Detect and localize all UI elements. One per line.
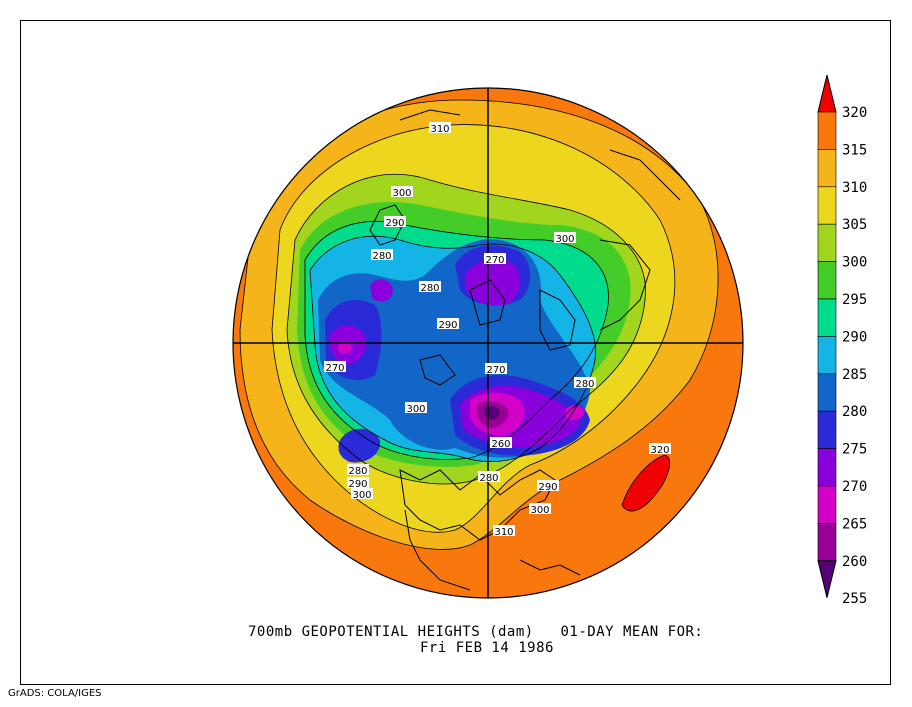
- colorbar-tick-label: 300: [842, 255, 867, 271]
- contour-label-bg: [574, 377, 596, 388]
- colorbar-tick-label: 270: [842, 479, 867, 495]
- colorbar: 320 315 310 305 300 295 290 285 280 275 270 265 260 2…: [817, 74, 867, 607]
- contour-label: 260: [491, 439, 510, 450]
- colorbar-tick-label: 285: [842, 367, 867, 383]
- colorbar-tick-label: 275: [842, 442, 867, 458]
- colorbar-swatch: [817, 298, 837, 337]
- colorbar-swatch: [817, 448, 837, 487]
- contour-label: 310: [494, 527, 513, 538]
- contour-label-bg: [554, 232, 576, 243]
- chart-subtitle: Fri FEB 14 1986: [420, 640, 554, 656]
- contour-label-bg: [371, 249, 393, 260]
- contour-label-bg: [405, 402, 427, 413]
- contour-label: 270: [485, 255, 504, 266]
- colorbar-cap-bottom: [817, 560, 837, 598]
- contour-label: 280: [575, 379, 594, 390]
- contour-label: 300: [555, 234, 574, 245]
- contour-label-bg: [347, 464, 369, 475]
- contour-label-bg: [537, 480, 559, 491]
- colorbar-swatch: [817, 186, 837, 225]
- colorbar-swatch: [817, 410, 837, 449]
- height-field: [233, 88, 743, 598]
- contour-label-bg: [347, 477, 369, 488]
- contour-label: 300: [352, 490, 371, 501]
- colorbar-swatch: [817, 373, 837, 412]
- colorbar-tick-label: 320: [842, 105, 867, 121]
- colorbar-tick-label: 260: [842, 554, 867, 570]
- contour-label: 280: [479, 473, 498, 484]
- colorbar-tick-label: 280: [842, 404, 867, 420]
- contour-label-bg: [391, 186, 413, 197]
- contour-label: 300: [406, 404, 425, 415]
- contour-label-bg: [529, 503, 551, 514]
- contour-label-bg: [429, 122, 451, 133]
- colorbar-swatch: [817, 523, 837, 562]
- contour-label: 300: [392, 188, 411, 199]
- contour-label: 280: [372, 251, 391, 262]
- contour-label-bg: [384, 216, 406, 227]
- contour-label-bg: [493, 525, 515, 536]
- colorbar-swatch: [817, 485, 837, 524]
- contour-label: 270: [325, 363, 344, 374]
- contour-label-bg: [437, 318, 459, 329]
- colorbar-tick-label: 290: [842, 329, 867, 345]
- colorbar-swatch: [817, 149, 837, 188]
- contour-label: 280: [420, 283, 439, 294]
- colorbar-tick-label: 295: [842, 292, 867, 308]
- coastlines: [369, 109, 681, 591]
- contour-label-bg: [478, 471, 500, 482]
- contour-label: 270: [486, 365, 505, 376]
- colorbar-cap-top: [817, 74, 837, 113]
- fill-320: [622, 455, 670, 512]
- colorbar-swatch: [817, 261, 837, 300]
- fill-265: [338, 341, 585, 436]
- contour-label-bg: [419, 281, 441, 292]
- contour-label-bg: [485, 363, 507, 374]
- colorbar-tick-label: 305: [842, 217, 867, 233]
- contour-label-bg: [490, 437, 512, 448]
- contour-label: 290: [438, 320, 457, 331]
- contour-label: 300: [530, 505, 549, 516]
- contour-lines: [239, 99, 719, 550]
- contour-label-bg: [649, 443, 671, 454]
- contour-label: 310: [430, 124, 449, 135]
- contour-label: 320: [650, 445, 669, 456]
- plot-frame: [20, 20, 891, 685]
- colorbar-swatch: [817, 336, 837, 375]
- footer-credit: GrADS: COLA/IGES: [8, 688, 102, 699]
- colorbar-tick-label: 265: [842, 516, 867, 532]
- contour-label-bg: [324, 361, 346, 372]
- colorbar-swatch: [817, 111, 837, 150]
- chart-title: 700mb GEOPOTENTIAL HEIGHTS (dam) 01-DAY …: [248, 624, 704, 640]
- colorbar-swatch: [817, 223, 837, 262]
- colorbar-tick-label: 315: [842, 142, 867, 158]
- contour-label: 280: [348, 466, 367, 477]
- contour-label: 290: [385, 218, 404, 229]
- colorbar-tick-label: 255: [842, 591, 867, 607]
- colorbar-tick-label: 310: [842, 180, 867, 196]
- contour-label-bg: [351, 488, 373, 499]
- contour-label-bg: [484, 253, 506, 264]
- contour-label: 290: [348, 479, 367, 490]
- contour-label: 290: [538, 482, 557, 493]
